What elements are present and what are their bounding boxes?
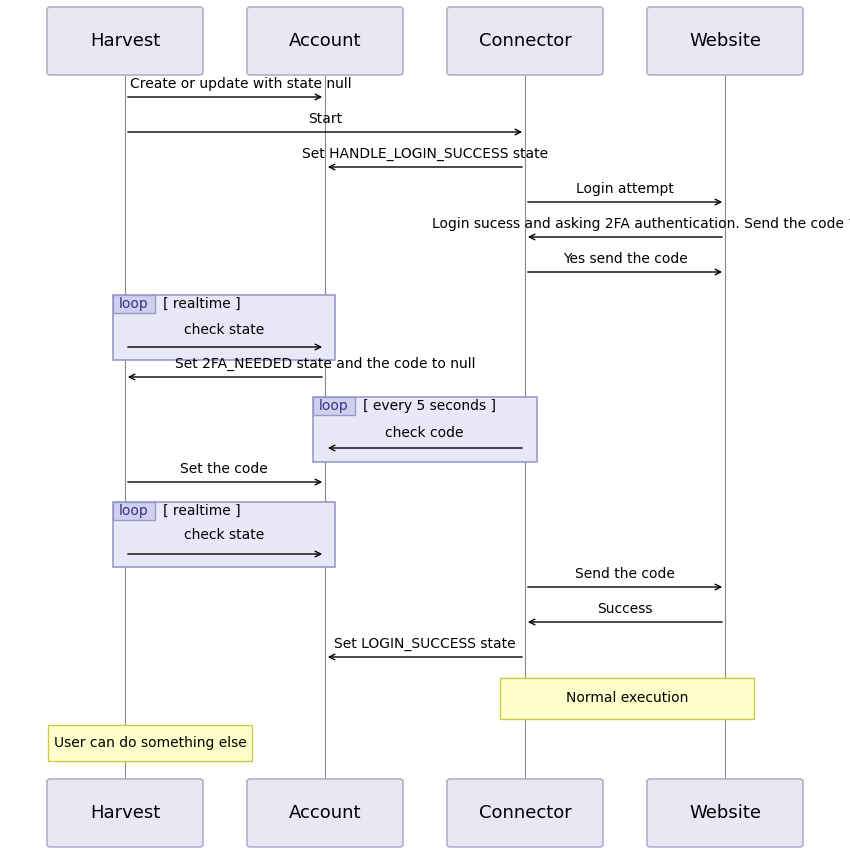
Text: Website: Website [689,32,761,50]
Text: Start: Start [308,112,342,126]
FancyBboxPatch shape [113,295,335,360]
FancyBboxPatch shape [113,295,155,313]
Text: Account: Account [289,804,361,822]
FancyBboxPatch shape [447,7,603,75]
Text: Set 2FA_NEEDED state and the code to null: Set 2FA_NEEDED state and the code to nul… [175,357,475,371]
Text: Set the code: Set the code [180,462,268,476]
Text: check code: check code [385,426,463,440]
FancyBboxPatch shape [647,779,803,847]
Text: Success: Success [598,602,653,616]
Text: [ realtime ]: [ realtime ] [163,297,241,311]
Text: Set LOGIN_SUCCESS state: Set LOGIN_SUCCESS state [334,637,516,651]
Text: Harvest: Harvest [90,32,160,50]
FancyBboxPatch shape [447,779,603,847]
Text: check state: check state [184,528,264,542]
FancyBboxPatch shape [647,7,803,75]
FancyBboxPatch shape [48,725,252,761]
Text: Set HANDLE_LOGIN_SUCCESS state: Set HANDLE_LOGIN_SUCCESS state [302,147,548,161]
Text: Harvest: Harvest [90,804,160,822]
Text: Yes send the code: Yes send the code [563,252,688,266]
Text: Login sucess and asking 2FA authentication. Send the code ?: Login sucess and asking 2FA authenticati… [432,217,850,231]
Text: [ realtime ]: [ realtime ] [163,504,241,518]
Text: User can do something else: User can do something else [54,736,246,750]
FancyBboxPatch shape [247,779,403,847]
Text: loop: loop [119,297,149,311]
FancyBboxPatch shape [47,779,203,847]
Text: [ every 5 seconds ]: [ every 5 seconds ] [363,399,496,413]
Text: Send the code: Send the code [575,567,675,581]
FancyBboxPatch shape [247,7,403,75]
FancyBboxPatch shape [113,502,155,520]
FancyBboxPatch shape [47,7,203,75]
Text: Connector: Connector [479,804,571,822]
Text: loop: loop [119,504,149,518]
Text: Login attempt: Login attempt [576,182,674,196]
Text: Website: Website [689,804,761,822]
Text: Create or update with state null: Create or update with state null [130,77,352,91]
FancyBboxPatch shape [313,397,355,415]
Text: check state: check state [184,323,264,337]
Text: Connector: Connector [479,32,571,50]
Text: loop: loop [319,399,348,413]
Text: Account: Account [289,32,361,50]
Text: Normal execution: Normal execution [566,691,688,706]
FancyBboxPatch shape [113,502,335,567]
FancyBboxPatch shape [313,397,537,462]
FancyBboxPatch shape [500,678,754,719]
